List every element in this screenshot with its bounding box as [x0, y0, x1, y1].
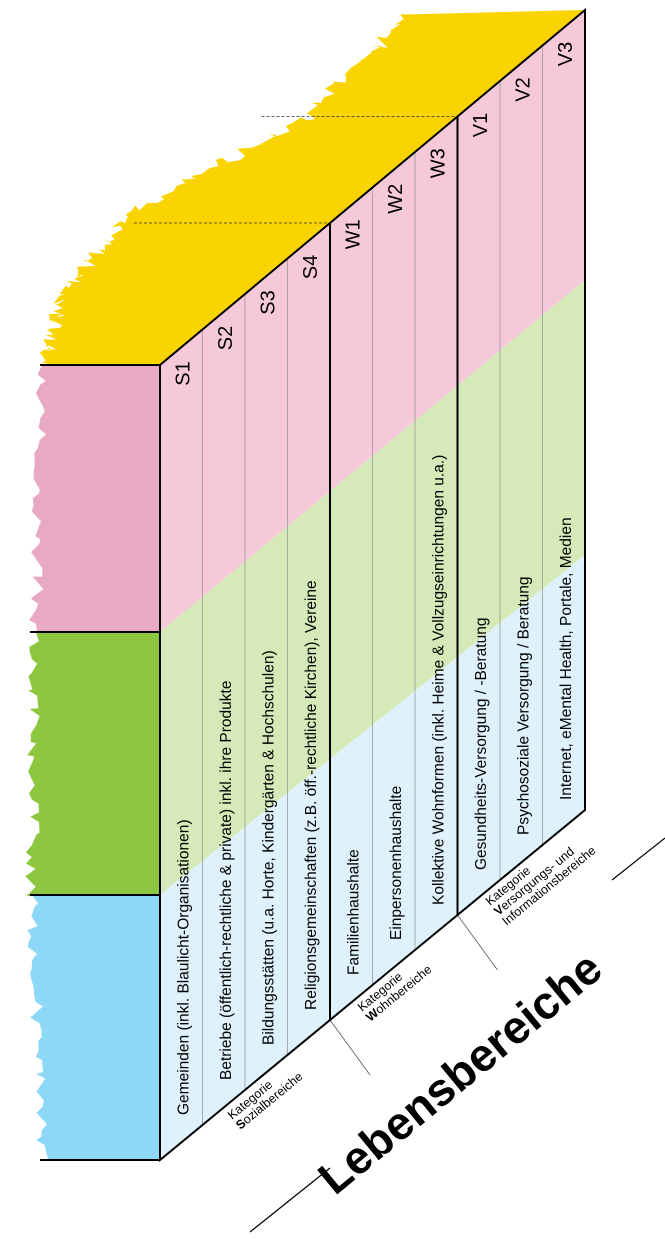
category-divider	[330, 1020, 370, 1075]
column-label: Religionsgemeinschaften (z.B. öff.-recht…	[303, 580, 320, 1010]
column-code: S1	[172, 361, 194, 385]
column-label: Kollektive Wohnformen (inkl. Heime & Vol…	[430, 455, 447, 905]
column-label: Psychosoziale Versorgung / Beratung	[515, 577, 532, 836]
column-code: V3	[555, 42, 577, 66]
column-label: Einpersonenhaushalte	[388, 786, 405, 940]
side-face	[27, 895, 160, 1160]
column-code: S4	[300, 255, 322, 279]
column-code: W2	[385, 184, 407, 214]
category-divider	[458, 915, 498, 970]
column-label: Familienhaushalte	[345, 849, 362, 975]
column-code: S3	[257, 290, 279, 314]
cube: S1 Gemeinden (inkl. Blaulicht-Organisatio…	[25, 10, 598, 1160]
diagram: S1 Gemeinden (inkl. Blaulicht-Organisatio…	[0, 0, 665, 1238]
column-code: V2	[512, 77, 534, 101]
side-face	[25, 632, 160, 896]
column-label: Internet, eMental Health, Portale, Medie…	[558, 517, 575, 800]
column-code: W1	[342, 219, 364, 249]
column-code: V1	[470, 113, 492, 137]
column-code: S2	[215, 326, 237, 350]
column-label: Betriebe (öffentlich-rechtliche & privat…	[218, 681, 235, 1080]
side-face	[29, 365, 160, 635]
column-label: Bildungsstätten (u.a. Horte, Kindergärte…	[260, 650, 277, 1045]
rule	[250, 1168, 330, 1232]
rule	[612, 838, 665, 880]
column-label: Gesundheits-Versorgung / -Beratung	[473, 618, 490, 870]
column-code: W3	[427, 148, 449, 178]
column-label: Gemeinden (inkl. Blaulicht-Organisatione…	[175, 819, 192, 1115]
